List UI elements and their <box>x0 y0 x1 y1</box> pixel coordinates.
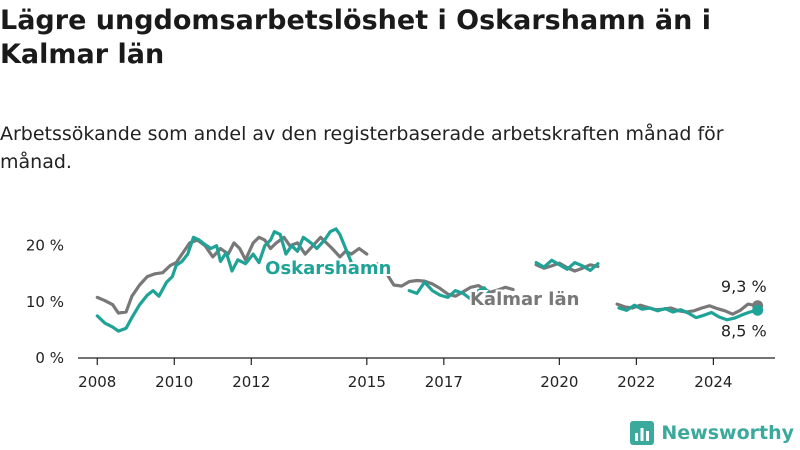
x-tick-label: 2024 <box>694 373 732 391</box>
x-tick-label: 2017 <box>425 373 463 391</box>
series-line-oskarshamn <box>95 227 353 333</box>
y-tick-label: 10 % <box>26 293 64 311</box>
y-tick-label: 20 % <box>26 237 64 255</box>
end-value-label: 8,5 % <box>721 321 767 340</box>
series-line-oskarshamn <box>534 258 600 272</box>
end-point-marker <box>752 304 764 316</box>
series-line-kalmar-län <box>369 262 515 298</box>
series-line-oskarshamn <box>617 303 760 322</box>
end-value-label: 9,3 % <box>721 277 767 296</box>
bar-chart-logo-icon <box>630 421 655 445</box>
y-tick-label: 0 % <box>35 349 64 367</box>
series-label: Oskarshamn <box>265 258 391 279</box>
series-line-oskarshamn <box>407 280 492 301</box>
x-tick-label: 2010 <box>155 373 193 391</box>
series-label: Kalmar län <box>470 289 579 310</box>
brand-name: Newsworthy <box>661 422 794 444</box>
x-tick-label: 2020 <box>540 373 578 391</box>
chart-title: Lägre ungdomsarbetslöshet i Oskarshamn ä… <box>0 5 712 70</box>
x-tick-label: 2022 <box>617 373 655 391</box>
chart-lines <box>95 227 764 333</box>
brand[interactable]: Newsworthy <box>629 420 794 446</box>
series-line-kalmar-län <box>615 302 760 316</box>
chart-axes: 2008 2010 2012 2015 2017 2020 2022 2024 0 % 10 % 2… <box>26 237 775 391</box>
chart-labels: 9,3 % 8,5 % Oskarshamn Kalmar län <box>263 256 767 340</box>
x-tick-label: 2008 <box>78 373 116 391</box>
x-tick-label: 2015 <box>348 373 386 391</box>
chart-subtitle: Arbetssökande som andel av den registerb… <box>0 123 724 173</box>
x-tick-label: 2012 <box>232 373 270 391</box>
